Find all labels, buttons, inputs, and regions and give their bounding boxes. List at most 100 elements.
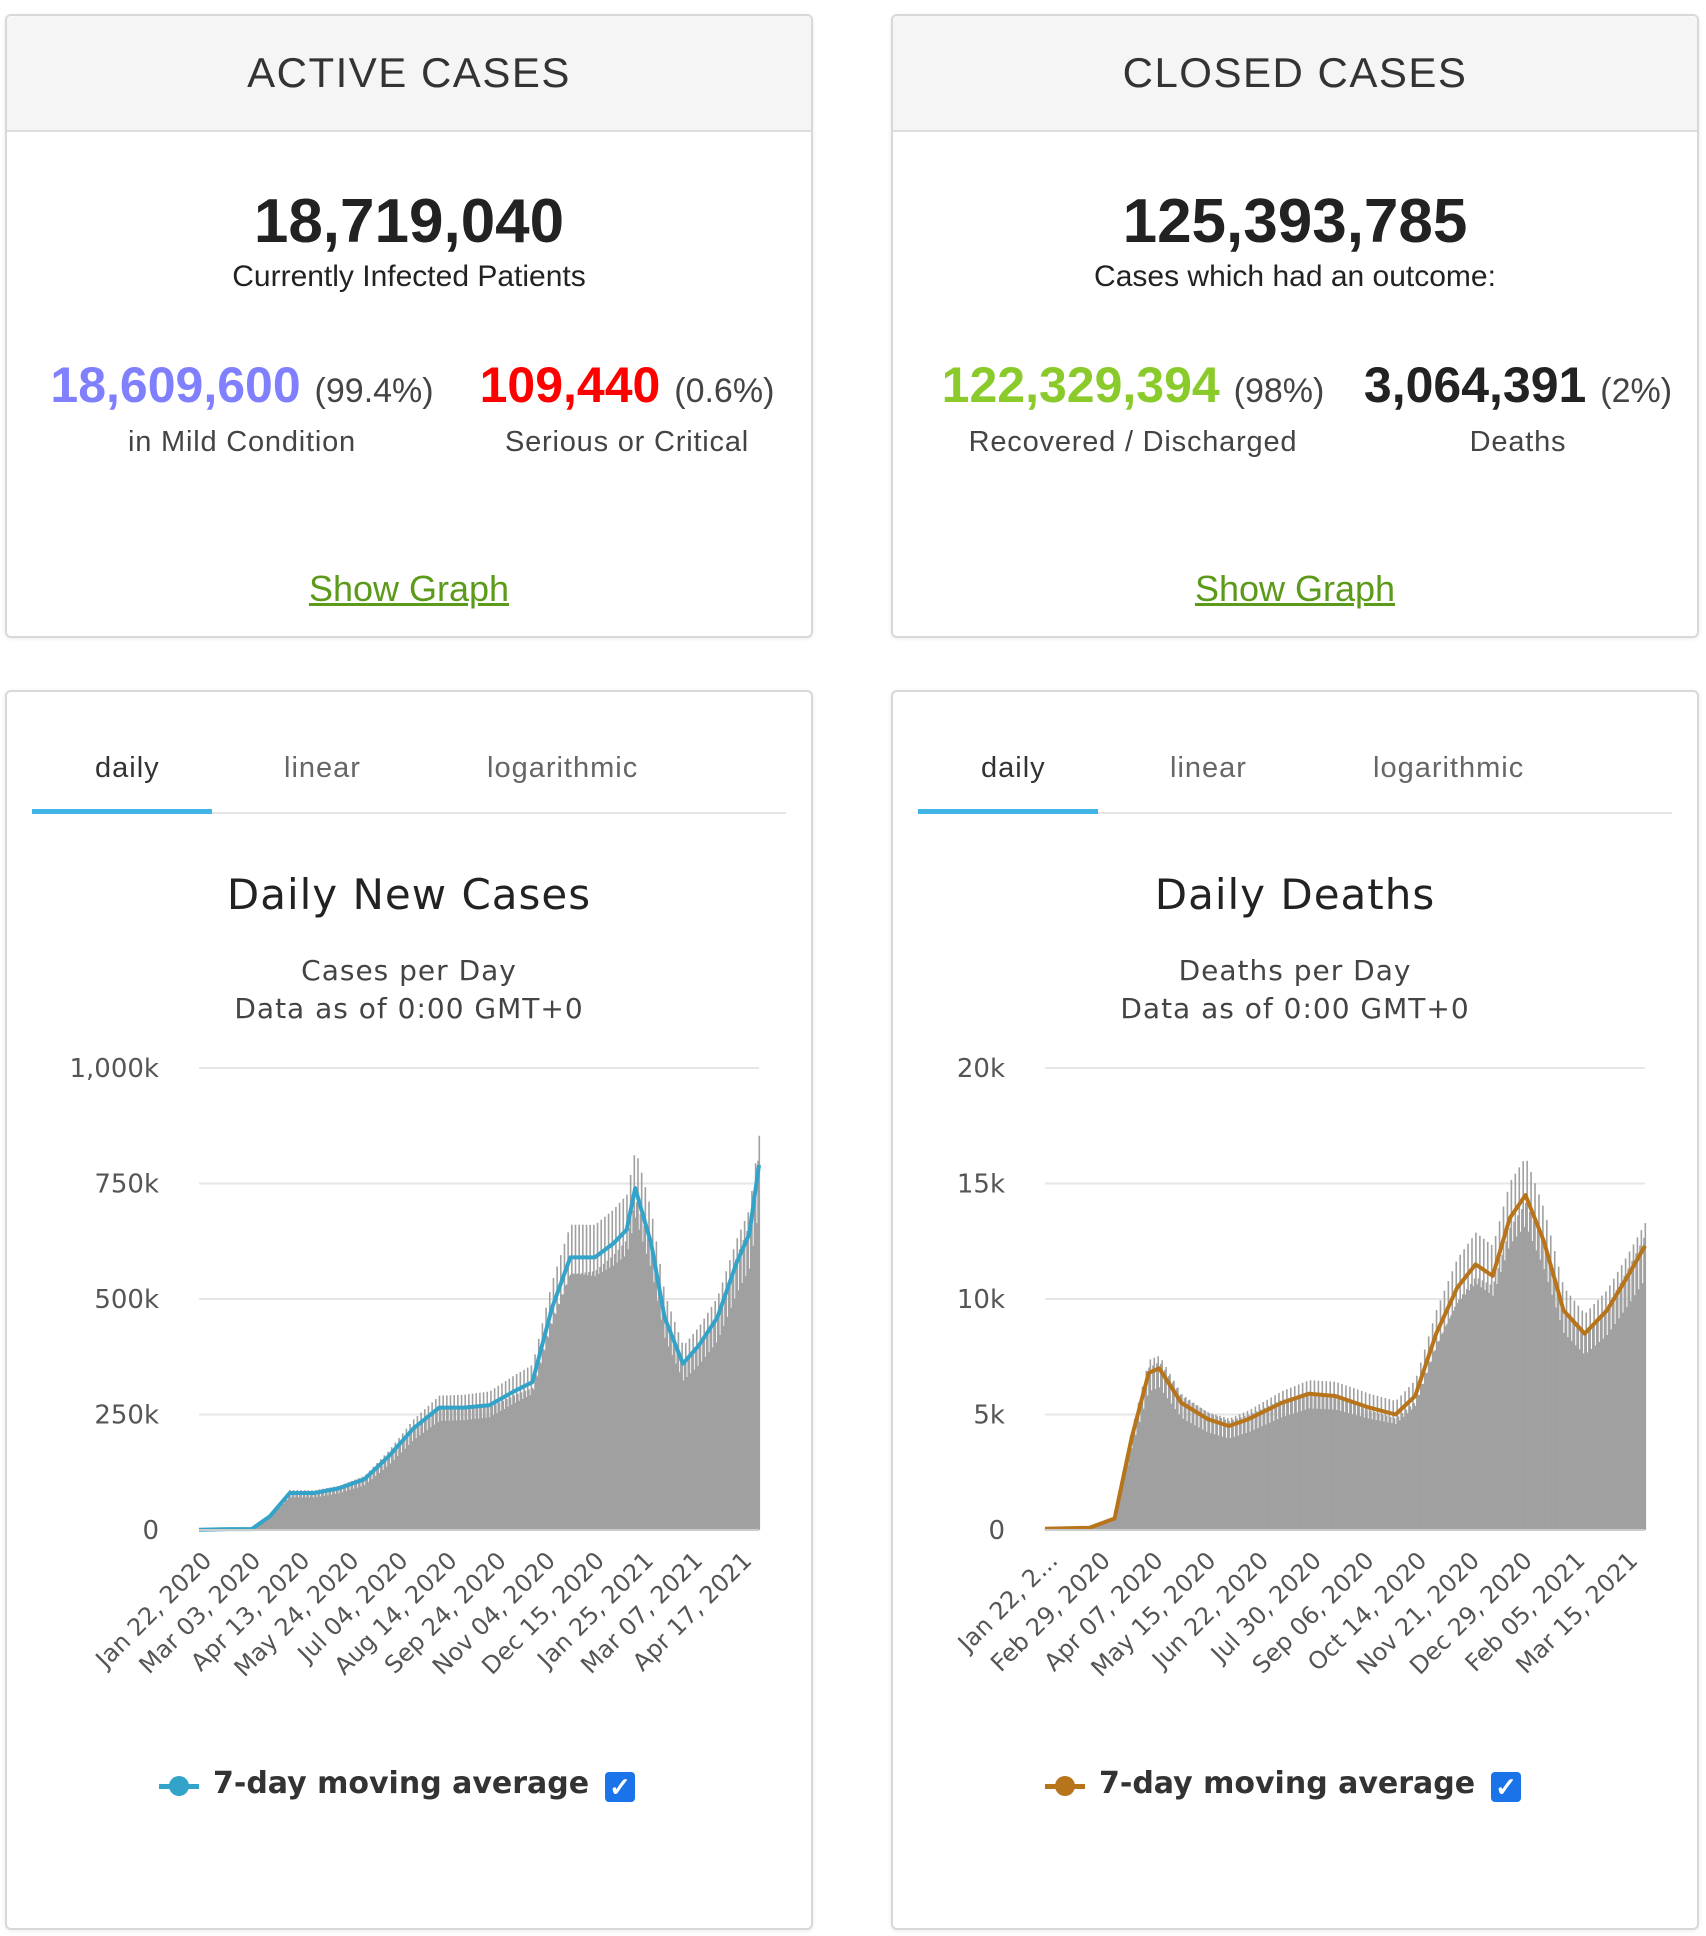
daily-bar [409,1424,411,1530]
daily-bar [297,1497,300,1530]
daily-bar [347,1482,350,1530]
tab-logarithmic[interactable]: logarithmic [1373,752,1525,784]
daily-bar [1610,1329,1612,1530]
daily-bar [1286,1389,1288,1530]
daily-bar [1500,1272,1502,1530]
daily-bar [1581,1310,1584,1530]
daily-bar [1471,1238,1473,1530]
daily-bar [301,1497,304,1530]
daily-bar [1393,1418,1396,1530]
daily-bar [352,1488,355,1530]
tab-logarithmic[interactable]: logarithmic [487,752,639,784]
daily-bar [664,1337,666,1530]
daily-bar [567,1232,569,1530]
daily-bar [1582,1353,1585,1530]
daily-bar [1381,1414,1384,1530]
daily-bar [1156,1363,1158,1530]
daily-bar [593,1224,595,1530]
daily-bar [1455,1261,1458,1530]
moving-average-checkbox[interactable]: ✓ [605,1772,635,1802]
daily-bar [329,1487,332,1530]
daily-bar [699,1324,702,1530]
daily-bar [1628,1251,1631,1530]
daily-bar [1225,1437,1228,1530]
daily-bar [506,1398,508,1530]
daily-bar [1434,1350,1437,1530]
daily-bar [1111,1520,1114,1530]
daily-bar [1192,1402,1195,1530]
daily-bar [1209,1433,1212,1530]
moving-average-line [198,1164,761,1532]
daily-bar [1141,1386,1144,1530]
daily-bar [1577,1305,1580,1530]
daily-bar [399,1440,402,1530]
legend-label[interactable]: 7-day moving average [213,1766,590,1801]
daily-bar [741,1283,743,1530]
daily-bar [1517,1215,1519,1530]
daily-bar [1186,1421,1188,1530]
y-tick-label: 500k [94,1285,159,1315]
daily-bar [1589,1308,1591,1530]
daily-bar [1521,1209,1523,1530]
daily-bar [573,1273,576,1530]
daily-bar [1119,1497,1121,1530]
daily-bar [1635,1253,1637,1530]
daily-bar [569,1274,572,1530]
daily-bar [660,1319,663,1530]
daily-bar [1400,1395,1402,1530]
mild-condition-value: 18,609,600 [50,357,301,413]
daily-bar [522,1398,524,1530]
daily-bar [384,1456,387,1530]
daily-bar [667,1346,670,1530]
daily-bar [1511,1241,1514,1530]
daily-bar [1383,1421,1385,1530]
closed-cases-total: 125,393,785 [1122,187,1468,256]
tab-daily[interactable]: daily [981,752,1046,784]
daily-bar [346,1482,349,1530]
daily-bar [1178,1414,1181,1530]
daily-bar [363,1485,366,1530]
daily-bar [1623,1275,1626,1530]
daily-bar [1444,1326,1447,1530]
daily-bar [1433,1351,1435,1530]
daily-bar [537,1338,540,1530]
moving-average-checkbox[interactable]: ✓ [1491,1772,1521,1802]
daily-bar [1431,1323,1434,1530]
daily-bar [276,1506,279,1530]
daily-bar [357,1478,360,1530]
daily-bar [530,1365,533,1530]
daily-bar [700,1361,703,1530]
daily-bar [316,1497,318,1530]
daily-bar [742,1240,745,1530]
daily-bar [644,1187,647,1530]
daily-bar [1199,1407,1202,1530]
daily-bar [552,1277,555,1530]
daily-bar [1609,1285,1611,1530]
daily-bar [421,1419,424,1530]
daily-bar [302,1491,305,1530]
daily-bar [1391,1423,1393,1530]
daily-bar [1291,1397,1293,1530]
mild-condition-percent: (99.4%) [314,372,434,410]
daily-bar [658,1288,660,1530]
daily-bar [1603,1309,1606,1530]
tab-linear[interactable]: linear [284,752,361,784]
daily-bar [535,1374,538,1530]
tab-daily[interactable]: daily [95,752,160,784]
daily-bar [1332,1409,1334,1530]
daily-bar [1278,1392,1280,1530]
daily-bar [1258,1404,1261,1530]
daily-bar [1472,1286,1475,1530]
daily-bar [1251,1413,1254,1530]
daily-bar [1597,1299,1599,1530]
active-show-graph-link[interactable]: Show Graph [308,568,510,609]
closed-show-graph-link[interactable]: Show Graph [1194,568,1396,609]
daily-bar [1163,1369,1166,1530]
daily-bar [714,1301,716,1530]
daily-bar [673,1321,676,1530]
daily-bar [682,1380,685,1530]
legend-label[interactable]: 7-day moving average [1099,1766,1476,1801]
tab-linear[interactable]: linear [1170,752,1247,784]
daily-bar [1538,1194,1540,1530]
daily-bar [599,1267,601,1530]
